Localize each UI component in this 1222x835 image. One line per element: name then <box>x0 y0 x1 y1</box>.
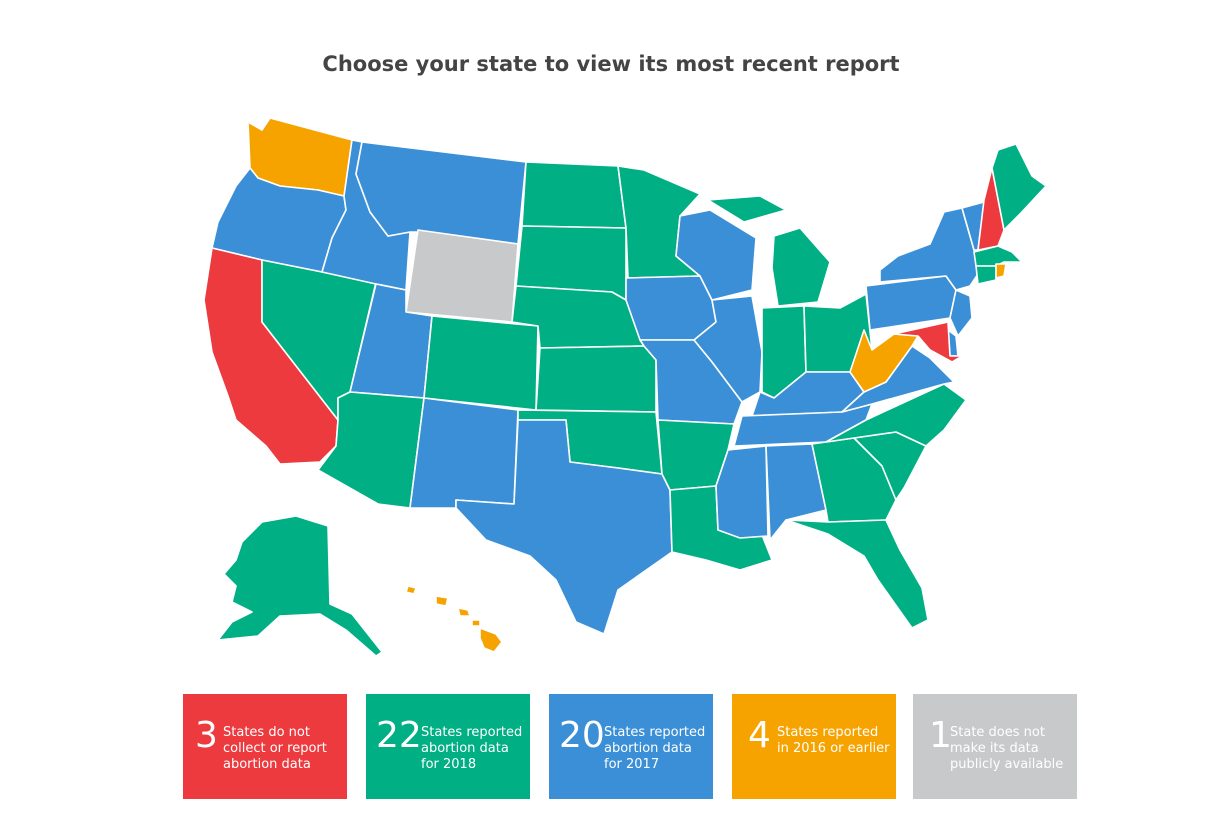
state-new-hampshire[interactable] <box>977 167 1005 251</box>
state-hawaii[interactable] <box>405 585 503 653</box>
legend-count: 1 <box>929 715 952 756</box>
state-north-dakota[interactable] <box>521 161 627 229</box>
state-new-jersey[interactable] <box>949 289 973 337</box>
state-pennsylvania[interactable] <box>865 275 957 331</box>
legend-item-2018[interactable]: 22 States reported abortion data for 201… <box>366 694 530 799</box>
state-illinois[interactable] <box>693 295 763 403</box>
state-maryland[interactable] <box>893 321 963 363</box>
legend-count: 4 <box>748 715 771 756</box>
legend: 3 States do not collect or report aborti… <box>183 694 1077 799</box>
legend-label: States do not collect or report abortion… <box>223 725 327 772</box>
state-texas[interactable] <box>455 419 673 635</box>
state-rhode-island[interactable] <box>995 263 1007 279</box>
state-new-york[interactable] <box>879 207 979 291</box>
state-alaska[interactable] <box>217 515 383 657</box>
state-wyoming[interactable] <box>405 229 519 323</box>
legend-item-2016-or-earlier[interactable]: 4 States reported in 2016 or earlier <box>732 694 896 799</box>
legend-count: 22 <box>376 715 422 756</box>
state-connecticut[interactable] <box>975 265 997 285</box>
state-wisconsin[interactable] <box>675 209 757 301</box>
legend-label: States reported in 2016 or earlier <box>777 725 890 756</box>
legend-label: States reported abortion data for 2017 <box>604 725 706 772</box>
legend-item-unavailable[interactable]: 1 State does not make its data publicly … <box>913 694 1077 799</box>
legend-label: States reported abortion data for 2018 <box>421 725 523 772</box>
state-west-virginia[interactable] <box>849 329 919 393</box>
legend-item-no-data[interactable]: 3 States do not collect or report aborti… <box>183 694 347 799</box>
state-alabama[interactable] <box>765 443 827 541</box>
state-kansas[interactable] <box>535 345 657 413</box>
page-title: Choose your state to view its most recen… <box>322 52 900 76</box>
state-montana[interactable] <box>355 141 527 245</box>
state-new-mexico[interactable] <box>409 397 519 509</box>
state-colorado[interactable] <box>423 315 539 411</box>
legend-count: 20 <box>559 715 605 756</box>
legend-count: 3 <box>195 715 218 756</box>
state-florida[interactable] <box>785 519 929 629</box>
legend-label: State does not make its data publicly av… <box>950 725 1064 772</box>
state-michigan[interactable] <box>707 195 831 307</box>
state-maine[interactable] <box>991 143 1047 231</box>
state-iowa[interactable] <box>625 275 717 341</box>
legend-item-2017[interactable]: 20 States reported abortion data for 201… <box>549 694 713 799</box>
state-north-carolina[interactable] <box>825 383 967 447</box>
